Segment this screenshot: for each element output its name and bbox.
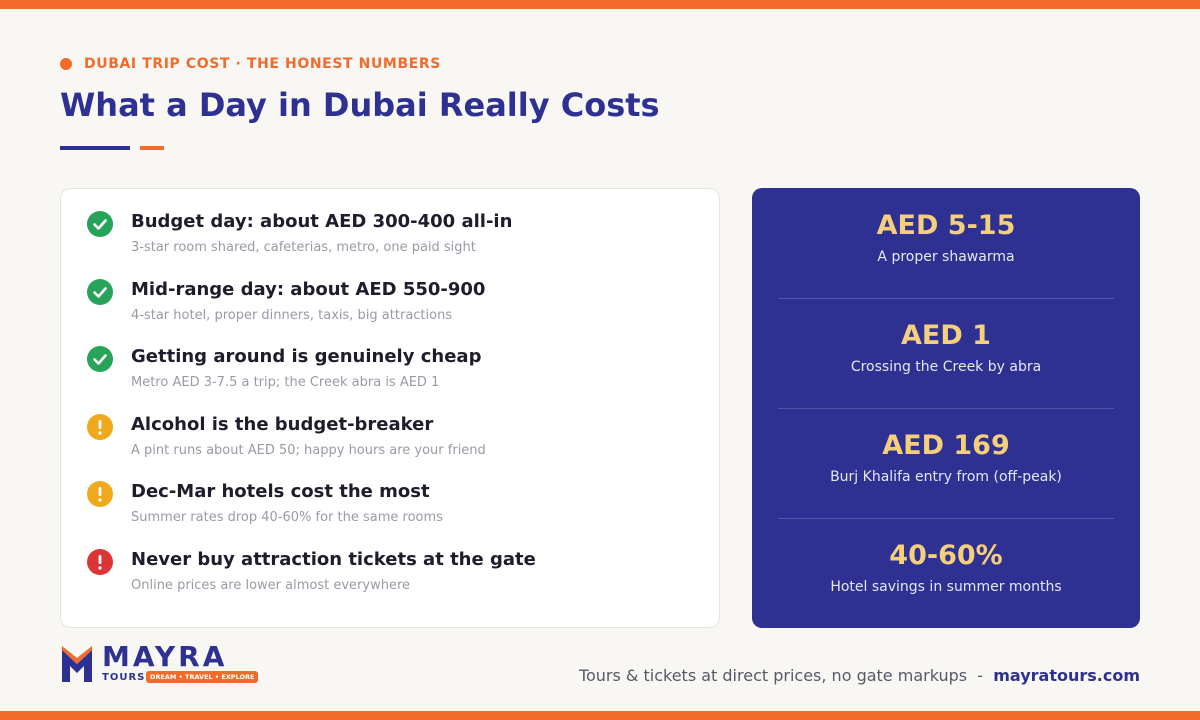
stat: 40-60% Hotel savings in summer months [752,540,1140,595]
tip: Alcohol is the budget-breaker A pint runs… [87,413,707,474]
bottom-bar [0,711,1200,720]
underline-accent [140,146,164,150]
tip-detail: Summer rates drop 40-60% for the same ro… [131,510,443,526]
kicker-dot [60,58,72,70]
tip-title: Never buy attraction tickets at the gate [131,549,536,570]
stat-value: 40-60% [889,540,1003,571]
divider [778,408,1114,409]
footer-separator: - [977,666,984,685]
underline [60,146,130,150]
status-icon-warn [87,481,113,508]
tip-title: Dec-Mar hotels cost the most [131,481,430,503]
tip-detail: Online prices are lower almost everywher… [131,578,411,593]
stat-label: A proper shawarma [877,249,1015,265]
footer-text: Tours & tickets at direct prices, no gat… [578,666,968,685]
logo: MAYRA TOURS DREAM • TRAVEL • EXPLORE [60,640,259,688]
logo-sub: TOURS [102,672,146,683]
footer: Tours & tickets at direct prices, no gat… [579,666,1140,685]
stat-value: AED 169 [882,430,1010,461]
status-icon-ok [87,211,113,237]
tip: Never buy attraction tickets at the gate… [87,549,707,609]
status-icon-ok [87,346,113,373]
tip-title: Budget day: about AED 300-400 all-in [131,211,513,232]
stat: AED 5-15 A proper shawarma [752,210,1140,265]
tip: Mid-range day: about AED 550-900 4-star h… [87,278,707,339]
logo-mark [62,646,92,682]
status-icon-warn [87,413,113,440]
tip-detail: 4-star hotel, proper dinners, taxis, big… [131,307,453,323]
status-icon-ok [87,278,113,305]
tip-detail: A pint runs about AED 50; happy hours ar… [131,442,486,458]
stat: AED 1 Crossing the Creek by abra [752,320,1140,375]
tip-title: Mid-range day: about AED 550-900 [131,278,486,300]
status-icon-alert [87,549,113,575]
logo-tagline: DREAM • TRAVEL • EXPLORE [146,671,259,683]
top-bar [0,0,1200,9]
tips-card: Budget day: about AED 300-400 all-in 3-st… [60,188,720,628]
tip: Budget day: about AED 300-400 all-in 3-st… [87,211,707,271]
title: What a Day in Dubai Really Costs [60,86,660,124]
tip: Getting around is genuinely cheap Metro A… [87,346,707,406]
tip-detail: 3-star room shared, cafeterias, metro, o… [131,240,476,255]
stat-value: AED 1 [901,320,991,351]
divider [778,298,1114,299]
tip-title: Alcohol is the budget-breaker [131,413,434,435]
stat-value: AED 5-15 [876,210,1016,241]
tip: Dec-Mar hotels cost the most Summer rates… [87,481,707,541]
tip-title: Getting around is genuinely cheap [131,346,482,368]
divider [778,518,1114,519]
footer-link[interactable]: mayratours.com [993,666,1140,685]
stat: AED 169 Burj Khalifa entry from (off-peak… [752,430,1140,485]
stats-panel: AED 5-15 A proper shawarma AED 1 Crossing t… [752,188,1140,628]
stat-label: Crossing the Creek by abra [850,359,1042,375]
stat-label: Burj Khalifa entry from (off-peak) [830,469,1062,485]
kicker: DUBAI TRIP COST · THE HONEST NUMBERS [84,56,441,72]
logo-name: MAYRA [102,640,228,673]
tip-detail: Metro AED 3-7.5 a trip; the Creek abra i… [131,375,440,391]
stat-label: Hotel savings in summer months [830,579,1062,595]
